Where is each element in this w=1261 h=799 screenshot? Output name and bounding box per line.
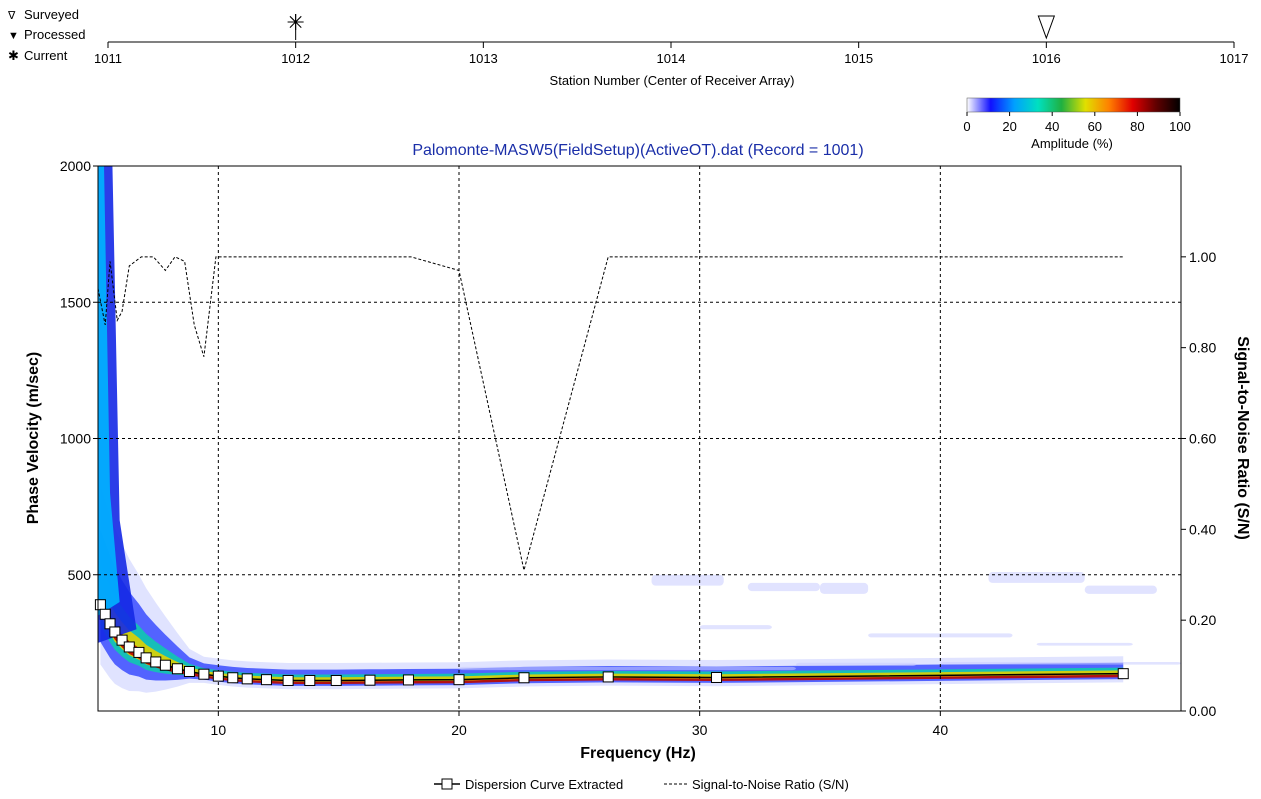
faint-amplitude-patch bbox=[1036, 642, 1133, 646]
dispersion-point bbox=[518, 672, 530, 684]
station-markers: ✳ bbox=[286, 10, 1056, 40]
faint-amplitude-patch bbox=[747, 582, 820, 592]
station-tick-label: 1016 bbox=[1032, 51, 1061, 66]
chart-legend: Dispersion Curve Extracted Signal-to-Noi… bbox=[434, 777, 849, 792]
dispersion-point bbox=[109, 626, 121, 638]
x-ticks: 10 20 30 40 bbox=[211, 711, 949, 738]
legend-snr-label: Signal-to-Noise Ratio (S/N) bbox=[692, 777, 849, 792]
low-frequency-energy-core bbox=[98, 166, 120, 616]
dispersion-point bbox=[150, 656, 162, 668]
x-tick-label: 10 bbox=[211, 722, 227, 738]
faint-amplitude-patch bbox=[940, 661, 1181, 665]
dispersion-point bbox=[159, 659, 171, 671]
station-legend: ∇ Surveyed ▼ Processed ✱ Current bbox=[7, 7, 85, 63]
colorbar-tick-label: 60 bbox=[1088, 119, 1102, 134]
plot-area: 10 20 30 40 500 1000 1500 2000 0.00 0.20 0.40 0.6… bbox=[60, 158, 1217, 738]
station-xlabel: Station Number (Center of Receiver Array… bbox=[550, 73, 795, 88]
chart-title: Palomonte-MASW5(FieldSetup)(ActiveOT).da… bbox=[412, 142, 863, 159]
station-tick-label: 1011 bbox=[94, 51, 122, 66]
surveyed-station-marker-icon bbox=[1037, 15, 1056, 40]
x-tick-label: 30 bbox=[692, 722, 708, 738]
dispersion-point bbox=[241, 673, 253, 685]
y2-tick-label: 0.80 bbox=[1189, 340, 1216, 356]
x-tick-label: 20 bbox=[451, 722, 467, 738]
station-tick-label: 1017 bbox=[1220, 51, 1249, 66]
legend-dispersion-label: Dispersion Curve Extracted bbox=[465, 777, 623, 792]
snr-series bbox=[98, 256, 1124, 571]
x-tick-label: 40 bbox=[933, 722, 949, 738]
faint-amplitude-patch bbox=[1084, 585, 1157, 594]
dispersion-point bbox=[330, 674, 342, 686]
station-tick-label: 1015 bbox=[844, 51, 873, 66]
station-strip: ∇ Surveyed ▼ Processed ✱ Current 1011 101… bbox=[7, 7, 1248, 88]
colorbar-tick-label: 80 bbox=[1130, 119, 1144, 134]
y2-tick-label: 1.00 bbox=[1189, 249, 1216, 265]
dispersion-point bbox=[171, 663, 183, 675]
legend-triangle-open-icon: ∇ bbox=[7, 10, 16, 22]
dispersion-point bbox=[602, 671, 614, 683]
y-tick-label: 1000 bbox=[60, 431, 91, 447]
dispersion-point bbox=[304, 674, 316, 686]
dispersion-point bbox=[711, 671, 723, 683]
legend-asterisk-icon: ✱ bbox=[8, 48, 19, 63]
legend-surveyed: Surveyed bbox=[24, 7, 79, 22]
y-tick-label: 2000 bbox=[60, 158, 91, 174]
legend-dispersion-marker bbox=[441, 778, 453, 790]
colorbar-tick-label: 100 bbox=[1169, 119, 1191, 134]
colorbar-rect bbox=[966, 97, 1181, 113]
dispersion-point bbox=[364, 674, 376, 686]
dispersion-point bbox=[116, 634, 128, 646]
dispersion-point bbox=[260, 674, 272, 686]
faint-amplitude-patch bbox=[651, 574, 724, 586]
dispersion-point bbox=[227, 672, 239, 684]
dispersion-point bbox=[94, 599, 106, 611]
snr-line bbox=[98, 256, 1124, 571]
y2-tick-label: 0.00 bbox=[1189, 703, 1216, 719]
y2-axis-label: Signal-to-Noise Ratio (S/N) bbox=[1234, 336, 1251, 540]
station-tick-label: 1013 bbox=[469, 51, 498, 66]
faint-amplitude-patch bbox=[699, 625, 772, 630]
colorbar-tick-label: 0 bbox=[963, 119, 970, 134]
legend-triangle-filled-icon: ▼ bbox=[8, 30, 19, 42]
dispersion-point bbox=[453, 674, 465, 686]
amplitude-colorbar: 0 20 40 60 80 100 Amplitude (%) bbox=[963, 97, 1191, 151]
colorbar-tick-label: 20 bbox=[1002, 119, 1016, 134]
faint-amplitude-patch bbox=[988, 572, 1085, 583]
y-tick-label: 500 bbox=[68, 567, 92, 583]
dispersion-point bbox=[140, 652, 152, 664]
faint-amplitude-patch bbox=[820, 582, 869, 594]
dispersion-point bbox=[198, 668, 210, 680]
faint-amplitude-patch bbox=[795, 662, 917, 667]
y2-tick-label: 0.20 bbox=[1189, 612, 1216, 628]
x-axis-label: Frequency (Hz) bbox=[580, 745, 696, 762]
dispersion-point bbox=[183, 665, 195, 677]
station-tick-label: 1012 bbox=[281, 51, 310, 66]
dispersion-point bbox=[123, 641, 135, 653]
colorbar-ticks: 0 20 40 60 80 100 bbox=[963, 112, 1191, 134]
y-axis-label: Phase Velocity (m/sec) bbox=[25, 352, 42, 525]
legend-processed: Processed bbox=[24, 27, 85, 42]
dispersion-point bbox=[282, 674, 294, 686]
dispersion-point bbox=[212, 670, 224, 682]
colorbar-tick-label: 40 bbox=[1045, 119, 1059, 134]
dispersion-point bbox=[1117, 668, 1129, 680]
dispersion-point bbox=[402, 674, 414, 686]
dispersion-series bbox=[94, 599, 1129, 686]
y-tick-label: 1500 bbox=[60, 294, 91, 310]
y2-tick-label: 0.60 bbox=[1189, 431, 1216, 447]
dispersion-point bbox=[99, 608, 111, 620]
station-ticks: 1011 1012 1013 1014 1015 1016 1017 bbox=[94, 42, 1248, 66]
y2-tick-label: 0.40 bbox=[1189, 521, 1216, 537]
legend-current: Current bbox=[24, 48, 68, 63]
faint-amplitude-patch bbox=[459, 666, 796, 671]
y2-ticks: 0.00 0.20 0.40 0.60 0.80 1.00 bbox=[1181, 249, 1216, 719]
y-ticks: 500 1000 1500 2000 bbox=[60, 158, 98, 583]
colorbar-label: Amplitude (%) bbox=[1031, 136, 1113, 151]
station-tick-label: 1014 bbox=[657, 51, 686, 66]
